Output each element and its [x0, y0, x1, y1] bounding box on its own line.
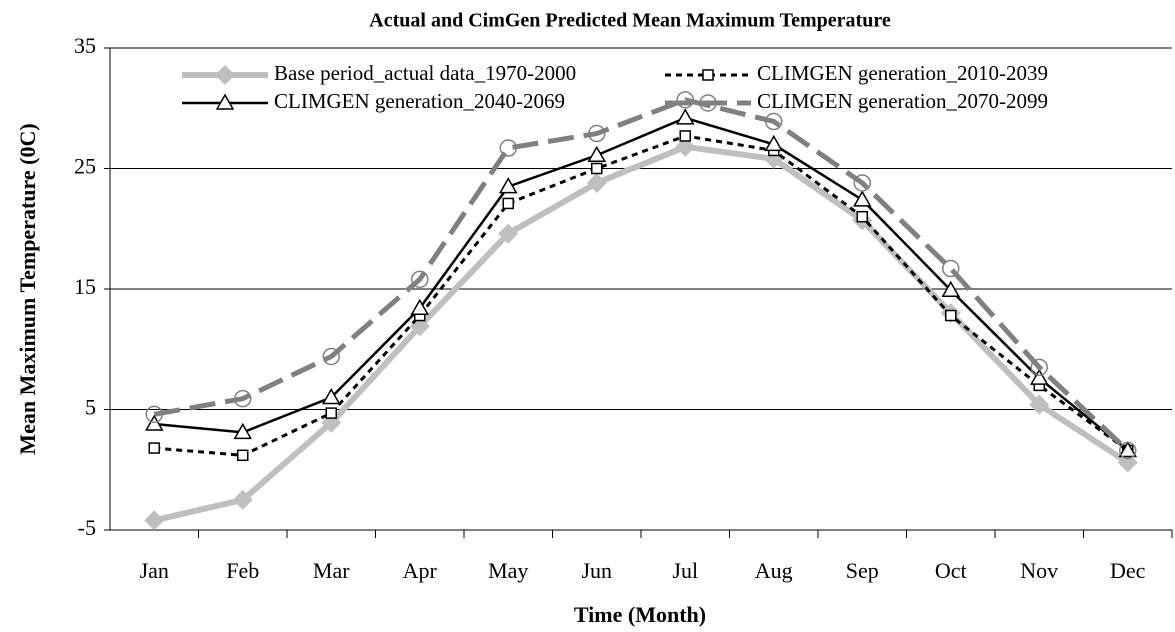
x-axis-title: Time (Month) [574, 602, 706, 627]
legend-label: CLIMGEN generation_2040-2069 [274, 89, 565, 113]
x-tick-label: Dec [1110, 558, 1146, 583]
series-line [153, 97, 1130, 453]
marker [1029, 368, 1049, 385]
x-tick-label: Sep [846, 558, 879, 583]
marker [764, 134, 784, 152]
marker [498, 223, 519, 244]
y-tick-label: 15 [74, 274, 96, 299]
marker [765, 112, 783, 131]
marker [945, 309, 957, 322]
x-tick-label: Jul [672, 558, 698, 583]
marker [675, 136, 696, 157]
x-tick-label: Jun [581, 558, 612, 583]
x-tick-label: May [488, 558, 528, 583]
x-tick-label: Jan [140, 558, 169, 583]
marker [145, 405, 163, 424]
x-tick-label: Feb [226, 558, 259, 583]
marker [1030, 358, 1048, 377]
y-tick-label: 5 [85, 395, 96, 420]
marker [1118, 440, 1138, 458]
legend-label: CLIMGEN generation_2010-2039 [757, 61, 1048, 85]
marker [499, 139, 517, 157]
marker [321, 387, 341, 405]
marker [676, 91, 694, 109]
y-tick-label: 35 [74, 33, 96, 58]
y-axis-title: Mean Maximum Temperature (0C) [15, 123, 40, 454]
marker [234, 389, 252, 408]
marker [502, 197, 514, 210]
x-tick-label: Oct [935, 558, 967, 583]
marker [588, 124, 606, 143]
marker [586, 172, 607, 193]
series-line [154, 116, 1129, 452]
marker [1119, 441, 1137, 460]
x-tick-label: Apr [403, 558, 438, 583]
marker [941, 280, 961, 297]
legend-label: CLIMGEN generation_2070-2099 [757, 89, 1048, 113]
marker [144, 510, 165, 531]
marker [853, 174, 871, 192]
marker [215, 65, 235, 85]
marker [587, 145, 607, 162]
marker [322, 347, 340, 366]
marker [675, 108, 695, 125]
y-tick-label: 25 [74, 154, 96, 179]
marker [1029, 394, 1050, 415]
marker [856, 210, 868, 223]
marker [679, 130, 691, 142]
marker [233, 422, 253, 440]
x-tick-label: Nov [1020, 558, 1058, 583]
marker [498, 177, 518, 194]
marker [237, 449, 249, 462]
marker [411, 270, 429, 289]
marker [148, 442, 160, 454]
marker [852, 190, 872, 207]
marker [410, 298, 430, 316]
legend-label: Base period_actual data_1970-2000 [274, 61, 576, 85]
marker [215, 93, 235, 110]
series-line [153, 143, 1130, 524]
series-line [154, 134, 1129, 457]
y-tick-label: -5 [78, 515, 96, 540]
marker [702, 69, 714, 81]
marker [942, 259, 960, 278]
x-tick-label: Mar [313, 558, 350, 583]
marker [325, 407, 337, 419]
marker [591, 162, 603, 175]
marker [232, 489, 253, 510]
x-tick-label: Aug [755, 558, 793, 583]
chart-title: Actual and CimGen Predicted Mean Maximum… [369, 10, 891, 32]
